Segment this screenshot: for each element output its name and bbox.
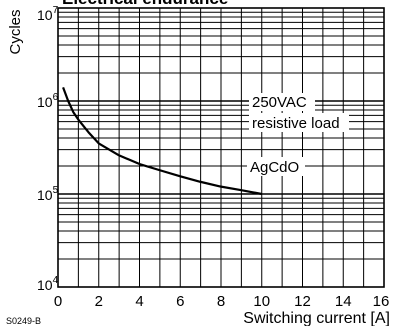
x-tick-label-2: 2 [95, 293, 103, 310]
x-tick-label-6: 6 [176, 293, 184, 310]
chart-title: Electrical endurance [62, 0, 228, 8]
annotation-material: AgCdO [250, 159, 299, 176]
annotation-bg-material [247, 157, 305, 176]
x-tick-label-10: 10 [253, 293, 270, 310]
x-tick-label-4: 4 [135, 293, 143, 310]
figure-code: S0249-B [6, 316, 41, 326]
x-tick-label-14: 14 [335, 293, 352, 310]
annotation-load: resistive load [252, 115, 340, 132]
annotation-bg-load [249, 113, 349, 132]
x-tick-labels: 0 2 4 6 8 10 12 14 16 [54, 293, 390, 310]
y-tick-label-1e7: 107 [37, 5, 59, 23]
annotation-bg-voltage [249, 93, 315, 111]
y-tick-label-1e5: 105 [37, 185, 59, 203]
annotation-voltage: 250VAC [252, 94, 307, 111]
x-tick-label-8: 8 [217, 293, 225, 310]
x-tick-label-16: 16 [373, 293, 390, 310]
x-tick-label-12: 12 [294, 293, 311, 310]
grid [58, 8, 384, 287]
y-tick-label-1e6: 106 [37, 92, 59, 110]
series-line-agcdo [62, 87, 262, 196]
y-axis-label: Cycles [7, 9, 24, 54]
x-axis-label: Switching current [A] [243, 310, 390, 326]
x-tick-label-0: 0 [54, 293, 62, 310]
plot-frame [57, 7, 385, 288]
y-tick-label-1e4: 104 [37, 275, 59, 293]
